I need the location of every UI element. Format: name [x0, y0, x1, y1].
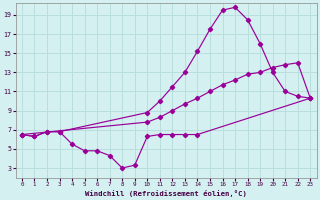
X-axis label: Windchill (Refroidissement éolien,°C): Windchill (Refroidissement éolien,°C) — [85, 190, 247, 197]
